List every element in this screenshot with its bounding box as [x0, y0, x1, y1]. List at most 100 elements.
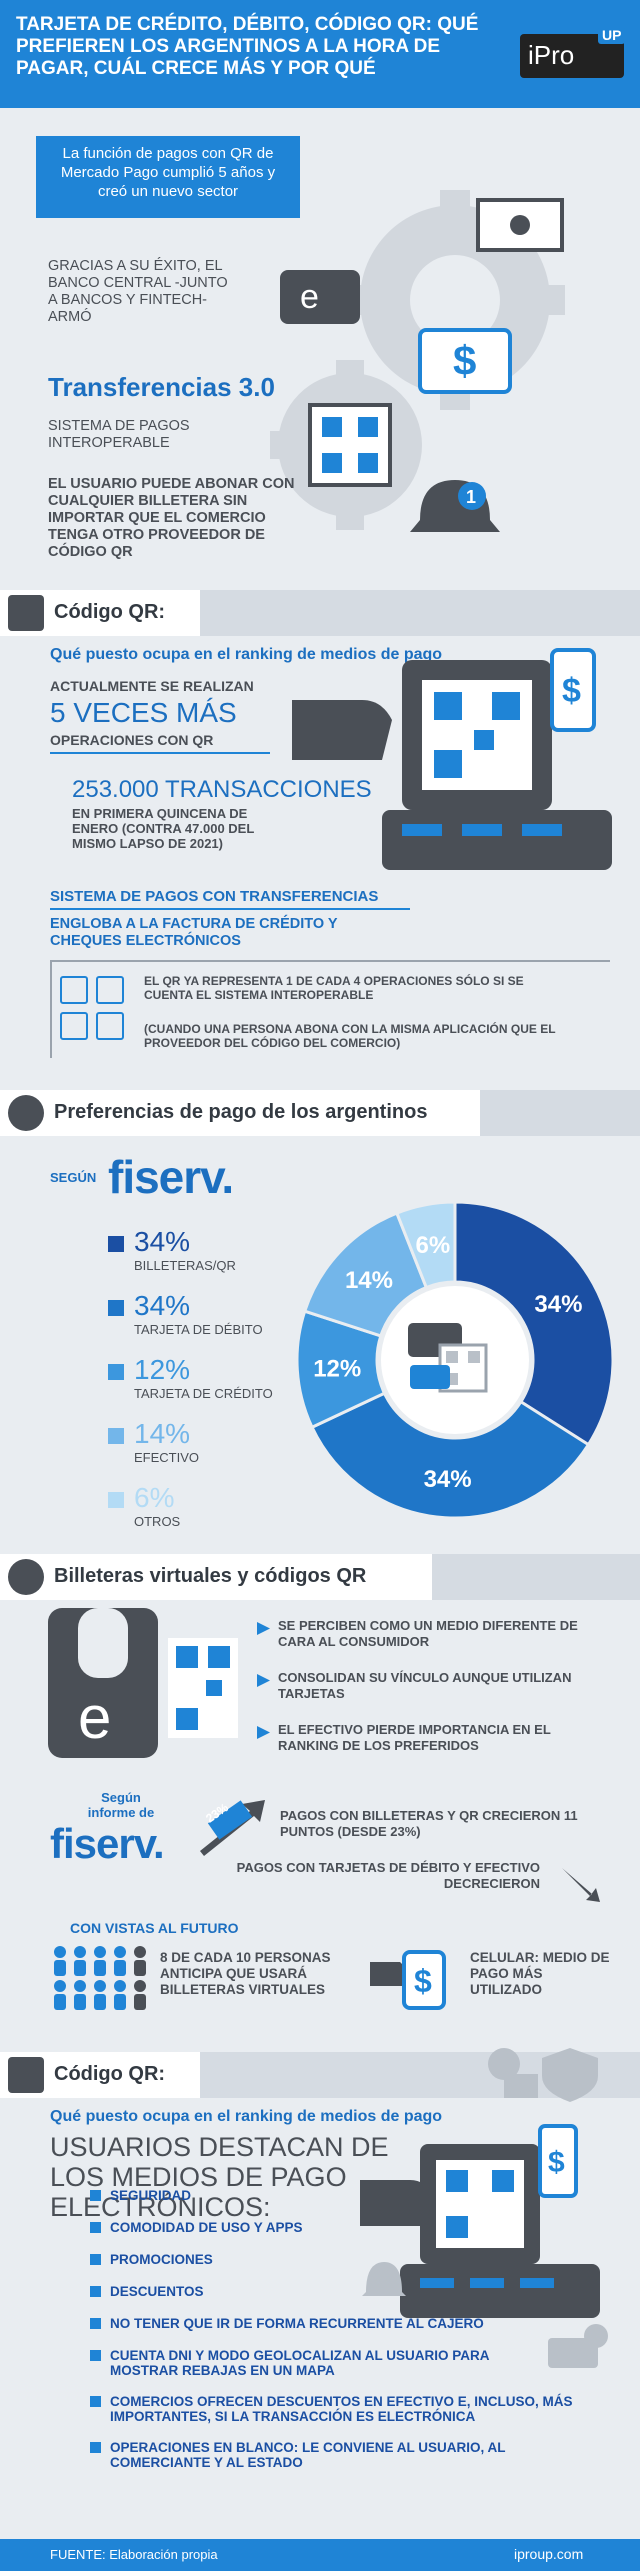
gears-illustration: e $ 1	[270, 190, 565, 532]
receipt-dollar-icon	[538, 2124, 578, 2198]
qr1-tx-big: 253.000 TRANSACCIONES	[72, 776, 372, 803]
section-title-qr-2: Código QR:	[54, 2063, 166, 2085]
qr1-notes-box	[50, 960, 610, 1058]
donut-slice-1	[310, 1391, 591, 1520]
hand-icon	[360, 2180, 432, 2226]
qr-section-icon-2	[8, 2057, 44, 2093]
arrow-down-icon	[560, 1866, 600, 1902]
phone-pay-icon	[418, 328, 512, 394]
dollar-chip-icon	[96, 976, 124, 1004]
svg-text:$: $	[414, 1963, 432, 1999]
wallets-bullet-3: EL EFECTIVO PIERDE IMPORTANCIA EN EL RAN…	[278, 1722, 551, 1753]
bell-icon	[410, 480, 500, 532]
footer-bar	[0, 2539, 640, 2571]
intro-paragraph-1: GRACIAS A SU ÉXITO, EL BANCO CENTRAL -JU…	[48, 258, 228, 325]
security-icons-illustration	[488, 2048, 598, 2102]
hand-icon	[292, 700, 392, 760]
legend-swatch	[108, 1300, 124, 1316]
donut-label-4: 6%	[416, 1232, 451, 1259]
list-item: COMODIDAD DE USO Y APPS	[110, 2220, 303, 2235]
cart-icon	[504, 2074, 538, 2098]
trend-up-text: PAGOS CON BILLETERAS Y QR CRECIERON 11 P…	[280, 1808, 578, 1839]
legend-swatch	[108, 1428, 124, 1444]
card-icon	[280, 270, 360, 324]
future-left-text: 8 DE CADA 10 PERSONAS ANTICIPA QUE USARÁ…	[160, 1950, 331, 1997]
qr2-big-heading: USUARIOS DESTACAN DE LOS MEDIOS DE PAGO …	[50, 2132, 389, 2222]
qr1-sys-title: SISTEMA DE PAGOS CON TRANSFERENCIAS	[50, 888, 379, 905]
intro-paragraph-3: EL USUARIO PUEDE ABONAR CON CUALQUIER BI…	[48, 476, 295, 560]
qr1-sys-sub: ENGLOBA A LA FACTURA DE CRÉDITO Y CHEQUE…	[50, 916, 338, 949]
donut-slice-0	[453, 1200, 615, 1447]
qr1-subtitle: Qué puesto ocupa en el ranking de medios…	[50, 646, 443, 663]
list-item: OPERACIONES EN BLANCO: LE CONVIENE AL US…	[110, 2440, 506, 2470]
prefs-brand: fiserv.	[108, 1151, 234, 1203]
register-base-icon	[382, 810, 612, 870]
footer-source: FUENTE: Elaboración propia	[50, 2547, 218, 2562]
qr-section-icon	[8, 595, 44, 631]
list-item: NO TENER QUE IR DE FORMA RECURRENTE AL C…	[110, 2316, 484, 2331]
section-title-wallets: Billeteras virtuales y códigos QR	[54, 1565, 367, 1587]
section-title-qr-1: Código QR:	[54, 601, 166, 623]
qr-pos-illustration-2: $	[360, 2124, 600, 2318]
wallets-bullet-1: SE PERCIBEN COMO UN MEDIO DIFERENTE DE C…	[278, 1618, 578, 1649]
legend-item: 34% BILLETERAS/QR	[108, 1226, 308, 1286]
qr1-big-number: 5 VECES MÁS	[50, 697, 237, 728]
legend-swatch	[108, 1364, 124, 1380]
qr1-line1: ACTUALMENTE SE REALIZAN	[50, 678, 254, 694]
donut-label-2: 12%	[313, 1355, 361, 1382]
logo-badge: UP	[598, 26, 626, 44]
svg-text:$: $	[562, 672, 581, 710]
payment-preferences-donut-chart: 34% 34% 12% 14% 6%	[295, 1200, 615, 1520]
wallets-bullet-2: CONSOLIDAN SU VÍNCULO AUNQUE UTILIZAN TA…	[278, 1670, 572, 1701]
qr-pos-illustration: $	[292, 648, 612, 870]
donut-slice-4	[394, 1200, 457, 1290]
register-base-icon	[400, 2264, 600, 2318]
trend-arrows-illustration	[200, 1800, 600, 1902]
legend-item: 6% OTROS	[108, 1482, 308, 1542]
future-title: CON VISTAS AL FUTURO	[70, 1920, 239, 1936]
money-icon	[548, 2324, 608, 2368]
list-item: PROMOCIONES	[110, 2252, 213, 2267]
legend-swatch	[108, 1236, 124, 1252]
list-item: SEGURIDAD	[110, 2188, 192, 2203]
list-item: CUENTA DNI Y MODO GEOLOCALIZAN AL USUARI…	[110, 2348, 490, 2378]
legend-item: 12% TARJETA DE CRÉDITO	[108, 1354, 308, 1414]
wallets-brand: fiserv.	[50, 1820, 165, 1867]
shield-icon	[542, 2048, 598, 2102]
qr-chip-icon-2	[96, 1012, 124, 1040]
wallets-segun: Según informe de	[87, 1790, 155, 1820]
donut-label-1: 34%	[424, 1466, 472, 1493]
qr1-tx-small: EN PRIMERA QUINCENA DE ENERO (CONTRA 47.…	[72, 806, 255, 851]
svg-text:$: $	[548, 2146, 565, 2179]
qr1-line2: OPERACIONES CON QR	[50, 732, 214, 748]
qr-chip-icon	[60, 976, 88, 1004]
future-right-text: CELULAR: MEDIO DE PAGO MÁS UTILIZADO	[470, 1950, 610, 1997]
legend-item: 34% TARJETA DE DÉBITO	[108, 1290, 308, 1350]
page-title: TARJETA DE CRÉDITO, DÉBITO, CÓDIGO QR: Q…	[16, 14, 479, 79]
phone-payment-icon: $	[370, 1950, 446, 2010]
legend-swatch	[108, 1492, 124, 1508]
prefs-segun: SEGÚN	[50, 1170, 97, 1185]
trend-down-text: PAGOS CON TARJETAS DE DÉBITO Y EFECTIVO …	[236, 1860, 540, 1891]
qr1-note-2: (CUANDO UNA PERSONA ABONA CON LA MISMA A…	[144, 1022, 556, 1050]
list-item: COMERCIOS OFRECEN DESCUENTOS EN EFECTIVO…	[110, 2394, 573, 2424]
list-item: DESCUENTOS	[110, 2284, 204, 2299]
section-title-prefs: Preferencias de pago de los argentinos	[54, 1101, 428, 1123]
svg-text:1: 1	[466, 487, 476, 507]
receipt-icon	[476, 198, 564, 252]
svg-text:e: e	[300, 278, 319, 316]
people-icon	[54, 1946, 146, 2010]
legend-item: 14% EFECTIVO	[108, 1418, 308, 1478]
qr1-note-1: EL QR YA REPRESENTA 1 DE CADA 4 OPERACIO…	[144, 974, 524, 1002]
intro-paragraph-2: SISTEMA DE PAGOS INTEROPERABLE	[48, 418, 190, 451]
donut-label-3: 14%	[345, 1267, 393, 1294]
gear-icon	[488, 2048, 520, 2080]
intro-pill: La función de pagos con QR de Mercado Pa…	[36, 136, 300, 218]
dollar-chip-icon-2	[60, 1012, 88, 1040]
magnifier-section-icon	[8, 1095, 44, 1131]
magnifier-section-icon-2	[8, 1559, 44, 1595]
intro-highlight: Transferencias 3.0	[48, 372, 275, 402]
bell-icon-2	[362, 2262, 406, 2296]
footer-site-link[interactable]: iproup.com	[514, 2546, 584, 2562]
card-qr-center-icon	[408, 1323, 488, 1393]
